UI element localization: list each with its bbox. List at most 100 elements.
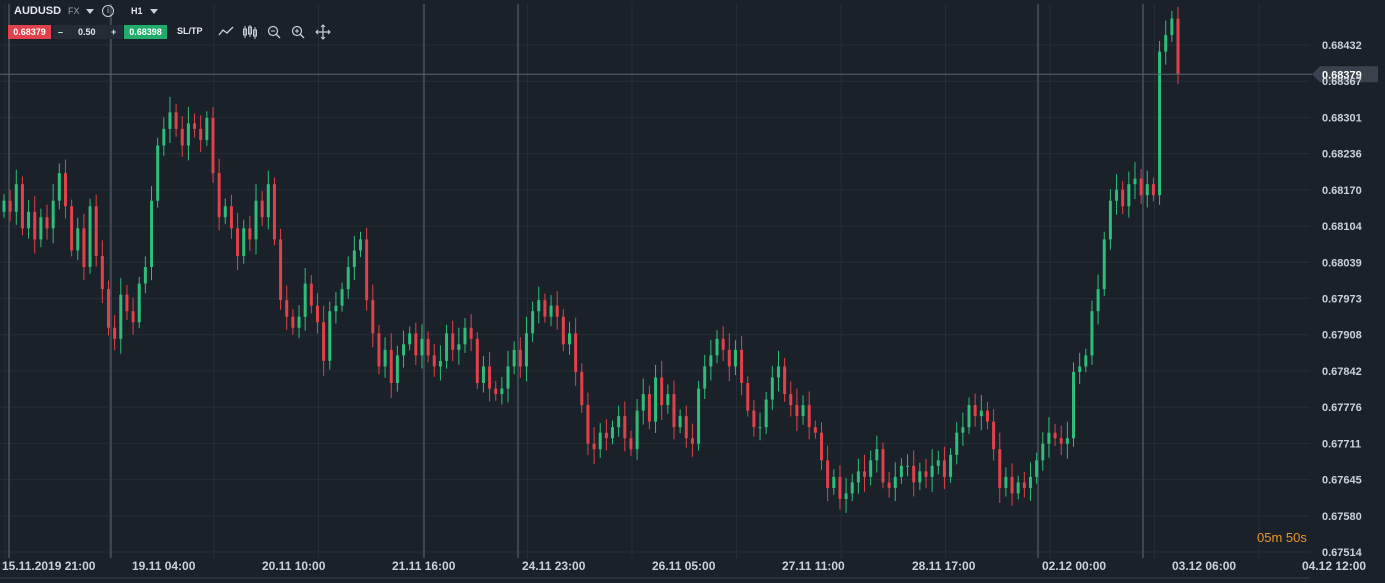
candle-body xyxy=(666,394,670,406)
candle-body xyxy=(303,283,307,317)
timeframe-dropdown-icon[interactable] xyxy=(150,9,158,14)
candle-body xyxy=(291,316,295,328)
candle-body xyxy=(1041,443,1045,461)
timeframe-label[interactable]: H1 xyxy=(131,6,143,16)
candle-body xyxy=(1176,18,1180,74)
zoom-in-icon[interactable] xyxy=(289,23,307,41)
candle-body xyxy=(961,427,965,433)
candle-body xyxy=(561,316,565,345)
candle-body xyxy=(697,388,701,444)
candle-body xyxy=(783,366,787,395)
candle-body xyxy=(223,206,227,218)
candle-body xyxy=(180,128,184,146)
sell-button[interactable]: 0.68379 xyxy=(8,25,51,39)
lot-size-input[interactable]: 0.50 xyxy=(78,27,96,37)
candle-body xyxy=(1047,432,1051,444)
crosshair-icon[interactable] xyxy=(314,23,332,41)
candle-body xyxy=(721,338,725,350)
lot-increase-button[interactable]: + xyxy=(111,27,117,37)
candle-body xyxy=(168,112,172,129)
candle-body xyxy=(1164,35,1168,52)
candle-body xyxy=(598,432,602,450)
candle-body xyxy=(789,394,793,406)
candle-body xyxy=(641,394,645,411)
candle-body xyxy=(279,239,283,301)
candles-icon[interactable] xyxy=(241,23,259,41)
candle-body xyxy=(715,338,719,356)
candle-body xyxy=(445,333,449,361)
candle-body xyxy=(205,117,209,140)
x-tick-label: 03.12 06:00 xyxy=(1172,559,1236,573)
candle-body xyxy=(408,333,412,345)
buy-button[interactable]: 0.68398 xyxy=(124,25,167,39)
candle-body xyxy=(451,333,455,350)
candle-body xyxy=(352,250,356,268)
candle-body xyxy=(309,283,313,306)
y-tick-label: 0.68170 xyxy=(1322,185,1362,197)
candle-body xyxy=(1084,355,1088,367)
candle-body xyxy=(912,465,916,483)
candle-body xyxy=(248,228,252,240)
y-tick-label: 0.67711 xyxy=(1322,438,1361,450)
candle-body xyxy=(70,206,74,251)
candle-body xyxy=(125,294,129,312)
zoom-out-icon[interactable] xyxy=(265,23,283,41)
candle-body xyxy=(1028,476,1032,488)
candle-body xyxy=(100,255,104,290)
candle-body xyxy=(20,184,24,229)
candle-body xyxy=(143,267,147,284)
candle-body xyxy=(14,184,18,212)
candle-body xyxy=(869,460,873,477)
candle-body xyxy=(8,200,12,212)
y-tick-label: 0.67842 xyxy=(1322,366,1362,378)
market-label: FX xyxy=(68,6,80,16)
candle-body xyxy=(604,432,608,439)
candle-body xyxy=(217,173,221,218)
candle-body xyxy=(1078,366,1082,372)
candle-body xyxy=(229,206,233,229)
symbol-dropdown-icon[interactable] xyxy=(86,9,94,14)
candle-body xyxy=(88,206,92,268)
candle-body xyxy=(574,333,578,372)
candle-body xyxy=(555,305,559,317)
line-chart-icon[interactable] xyxy=(217,23,235,41)
info-icon[interactable]: i xyxy=(102,5,114,17)
candle-body xyxy=(918,471,922,483)
y-tick-label: 0.68432 xyxy=(1322,40,1362,52)
current-price-line: 0.68379 xyxy=(0,66,1378,83)
candle-body xyxy=(106,289,110,328)
candle-body xyxy=(420,338,424,356)
candle-body xyxy=(383,349,387,367)
candle-body xyxy=(432,355,436,367)
lot-decrease-button[interactable]: – xyxy=(58,27,64,37)
candle-body xyxy=(1121,189,1125,207)
candle-body xyxy=(2,200,6,212)
y-tick-label: 0.67908 xyxy=(1322,330,1362,342)
candle-body xyxy=(672,394,676,428)
candle-body xyxy=(703,366,707,389)
candle-body xyxy=(322,322,326,361)
sltp-button[interactable]: SL/TP xyxy=(177,26,203,36)
y-tick-label: 0.68236 xyxy=(1322,149,1362,161)
candle-body xyxy=(942,460,946,477)
candle-body xyxy=(819,432,823,461)
candle-body xyxy=(506,366,510,389)
candle-body xyxy=(752,410,756,428)
candle-body xyxy=(518,349,522,367)
candle-body xyxy=(137,283,141,323)
candle-body xyxy=(758,427,762,429)
candle-body xyxy=(764,399,768,428)
symbol-label[interactable]: AUDUSD xyxy=(14,5,62,17)
current-price-label: 0.68379 xyxy=(1322,69,1362,81)
candle-body xyxy=(635,410,639,450)
candle-body xyxy=(315,305,319,323)
candle-body xyxy=(156,145,160,201)
candle-body xyxy=(365,239,369,301)
candle-body xyxy=(740,349,744,383)
candle-body xyxy=(266,184,270,218)
candle-body xyxy=(457,344,461,350)
candle-body xyxy=(832,476,836,488)
candle-body xyxy=(359,239,363,251)
candle-body xyxy=(955,432,959,455)
